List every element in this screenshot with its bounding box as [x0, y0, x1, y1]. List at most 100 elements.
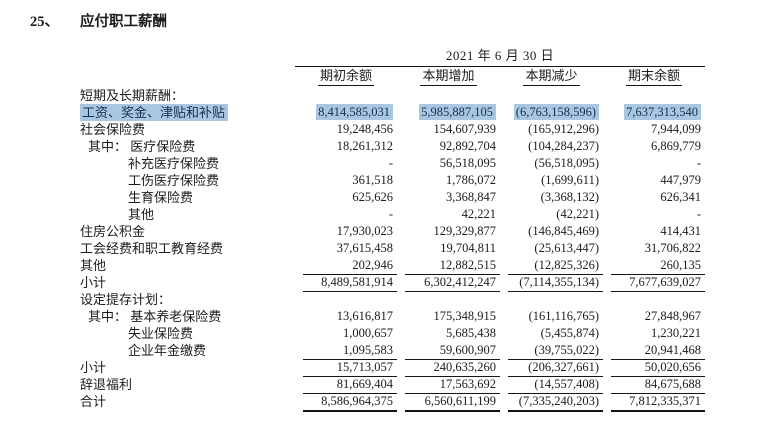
table-row[interactable]: 工伤医疗保险费 361,518 1,786,072 (1,699,611) 447,97…	[80, 172, 705, 189]
cell-value: (5,455,874)	[540, 326, 599, 340]
row-label: 工会经费和职工教育经费	[80, 241, 224, 256]
cell-value: 17,930,023	[336, 224, 393, 238]
cell-value: (42,221)	[556, 207, 599, 221]
cell-value: 447,979	[660, 173, 701, 187]
cell-value: (3,368,132)	[540, 190, 599, 204]
table-row[interactable]: 设定提存计划：	[80, 291, 705, 308]
cell-value: (104,284,237)	[528, 139, 599, 153]
table-row[interactable]: 其他 202,946 12,882,515 (12,825,326) 260,135	[80, 257, 705, 275]
table-row[interactable]: 小计 8,489,581,914 6,302,412,247 (7,114,355,1…	[80, 274, 705, 292]
cell-value: 17,563,692	[405, 376, 500, 394]
row-label: 社会保险费	[80, 122, 146, 137]
date-header: 2021 年 6 月 30 日	[295, 46, 705, 67]
table-row[interactable]: 工资、奖金、津贴和补贴 8,414,585,031 5,985,887,105 (6,…	[80, 104, 705, 121]
cell-value: 19,248,456	[336, 122, 393, 136]
section-number: 25、	[30, 14, 59, 30]
column-header-3: 本期减少	[500, 66, 603, 87]
cell-value: 15,713,057	[303, 359, 397, 377]
table-row[interactable]: 其他 - 42,221 (42,221) -	[80, 206, 705, 223]
cell-value	[611, 291, 705, 308]
table-row[interactable]: 短期及长期薪酬：	[80, 87, 705, 104]
cell-value: 13,616,817	[336, 309, 393, 323]
cell-value: -	[388, 156, 393, 170]
cell-value: 7,812,335,371	[611, 393, 705, 412]
table-row[interactable]: 工会经费和职工教育经费 37,615,458 19,704,811 (25,613,4…	[80, 240, 705, 257]
cell-value: 37,615,458	[336, 241, 393, 255]
cell-value: 18,261,312	[336, 139, 393, 153]
table-row[interactable]: 补充医疗保险费 - 56,518,095 (56,518,095) -	[80, 155, 705, 172]
cell-value: 5,685,438	[446, 326, 496, 340]
cell-value: 5,985,887,105	[405, 104, 500, 121]
row-label: 工伤医疗保险费	[128, 173, 220, 188]
row-label: 生育保险费	[128, 190, 194, 205]
cell-value	[303, 87, 397, 104]
table-row[interactable]: 住房公积金 17,930,023 129,329,877 (146,845,469) 4…	[80, 223, 705, 240]
cell-value: (25,613,447)	[534, 241, 599, 255]
cell-value: (1,699,611)	[541, 173, 599, 187]
table-row[interactable]: 社会保险费 19,248,456 154,607,939 (165,912,296) 7…	[80, 121, 705, 138]
cell-value: 7,637,313,540	[611, 104, 705, 121]
table-body: 短期及长期薪酬： 工资、奖金、津贴和补贴 8,414,585,031 5,985,88…	[80, 87, 705, 412]
table-row[interactable]: 小计 15,713,057 240,635,260 (206,327,661) 50,0…	[80, 359, 705, 377]
cell-value: (165,912,296)	[528, 122, 599, 136]
cell-value	[508, 291, 603, 308]
cell-value: 129,329,877	[433, 224, 497, 238]
table-row[interactable]: 辞退福利 81,669,404 17,563,692 (14,557,408) 84,6…	[80, 376, 705, 394]
table-row[interactable]: 企业年金缴费 1,095,583 59,600,907 (39,755,022) 20,…	[80, 342, 705, 360]
row-label: 其中： 医疗保险费	[88, 139, 196, 154]
table-row[interactable]: 其中： 医疗保险费 18,261,312 92,892,704 (104,284,23…	[80, 138, 705, 155]
cell-value: 84,675,688	[611, 376, 705, 394]
row-label: 短期及长期薪酬：	[80, 88, 185, 103]
cell-value: 1,000,657	[343, 326, 393, 340]
cell-value: 1,230,221	[651, 326, 701, 340]
cell-value: 50,020,656	[611, 359, 705, 377]
cell-value: 625,626	[352, 190, 393, 204]
table-row[interactable]: 其中： 基本养老保险费 13,616,817 175,348,915 (161,116…	[80, 308, 705, 325]
row-label: 工资、奖金、津贴和补贴	[80, 104, 295, 121]
cell-value: 31,706,822	[644, 241, 701, 255]
cell-value: 56,518,095	[439, 156, 496, 170]
cell-value: 6,560,611,199	[405, 393, 500, 412]
cell-value: 12,882,515	[405, 257, 500, 275]
table-row[interactable]: 生育保险费 625,626 3,368,847 (3,368,132) 626,341	[80, 189, 705, 206]
cell-value: 361,518	[352, 173, 393, 187]
cell-value	[405, 87, 500, 104]
cell-value: 27,848,967	[644, 309, 701, 323]
row-label: 辞退福利	[80, 377, 133, 392]
row-label: 合计	[80, 394, 107, 409]
cell-value: (7,335,240,203)	[508, 393, 603, 412]
cell-value: (56,518,095)	[534, 156, 599, 170]
cell-value: 626,341	[660, 190, 701, 204]
cell-value: 154,607,939	[433, 122, 497, 136]
cell-value: -	[696, 156, 701, 170]
cell-value: -	[388, 207, 393, 221]
cell-value	[508, 87, 603, 104]
cell-value: 8,489,581,914	[303, 274, 397, 292]
section-heading: 25、 应付职工薪酬	[30, 10, 167, 31]
cell-value: 59,600,907	[405, 342, 500, 360]
cell-value: (161,116,765)	[528, 309, 599, 323]
table-row[interactable]: 合计 8,586,964,375 6,560,611,199 (7,335,240,2…	[80, 393, 705, 412]
cell-value: 81,669,404	[303, 376, 397, 394]
cell-value: 7,677,639,027	[611, 274, 705, 292]
table-row[interactable]: 失业保险费 1,000,657 5,685,438 (5,455,874) 1,230,…	[80, 325, 705, 342]
cell-value: 3,368,847	[446, 190, 496, 204]
row-label: 失业保险费	[128, 326, 194, 341]
table-header: 2021 年 6 月 30 日 期初余额 本期增加 本期减少 期末余额	[80, 46, 705, 87]
cell-value: (14,557,408)	[508, 376, 603, 394]
cell-value: 42,221	[461, 207, 496, 221]
cell-value: 240,635,260	[405, 359, 500, 377]
cell-value: 19,704,811	[440, 241, 496, 255]
column-header-1: 期初余额	[295, 66, 397, 87]
cell-value: 175,348,915	[433, 309, 497, 323]
cell-value: 7,944,099	[651, 122, 701, 136]
cell-value: 8,586,964,375	[303, 393, 397, 412]
row-label: 其中： 基本养老保险费	[88, 309, 222, 324]
cell-value: (6,763,158,596)	[508, 104, 603, 121]
row-label: 其他	[80, 258, 107, 273]
cell-value	[405, 291, 500, 308]
cell-value: 260,135	[611, 257, 705, 275]
cell-value: 8,414,585,031	[303, 104, 397, 121]
label-column-spacer	[80, 46, 295, 67]
cell-value: (39,755,022)	[508, 342, 603, 360]
